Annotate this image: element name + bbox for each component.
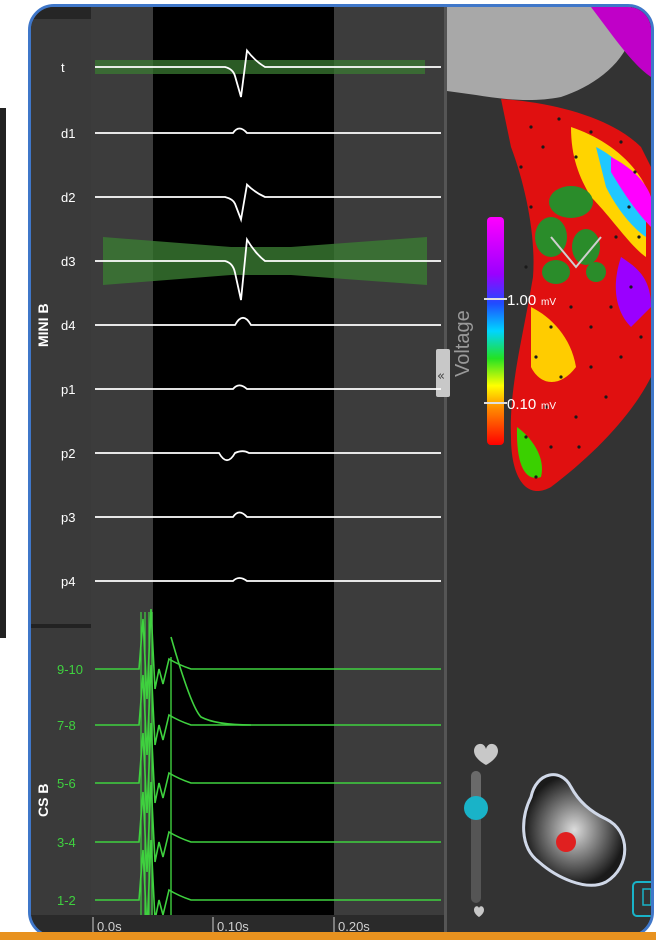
legend-min-label: 0.10 xyxy=(507,396,536,413)
trace-highlight xyxy=(95,60,425,74)
catheter-shaft xyxy=(550,236,602,269)
mini-trace xyxy=(95,316,441,326)
channel-label: 1-2 xyxy=(57,893,76,908)
cs-trace xyxy=(95,664,441,756)
mini-trace xyxy=(95,450,441,462)
zoom-slider-thumb[interactable] xyxy=(464,796,488,820)
app-window: Voltage 1.00 mV 0.10 mV « INFSUPRI td1d2… xyxy=(28,4,654,938)
channel-label: d4 xyxy=(61,318,75,333)
orange-bottom-bar xyxy=(0,932,656,940)
axis-tick-label: 0.0s xyxy=(97,919,122,934)
legend-title: Voltage xyxy=(452,310,474,377)
map-points xyxy=(519,117,643,479)
ecg-panel: Voltage 1.00 mV 0.10 mV « INFSUPRI td1d2… xyxy=(31,7,651,935)
channel-label: 3-4 xyxy=(57,835,76,850)
cs-trace xyxy=(170,636,252,726)
mini-b-channels: t d1 d2 d3 d4 p1 p2 p3 p4 xyxy=(61,48,441,589)
channel-label: p4 xyxy=(61,574,75,589)
map-magenta-zone xyxy=(611,157,651,227)
legend-min-unit: mV xyxy=(541,401,556,412)
left-edge-bar xyxy=(0,108,6,638)
channel-label: p1 xyxy=(61,382,75,397)
box-icon[interactable] xyxy=(632,881,651,917)
thumbnail-marker xyxy=(556,832,576,852)
label-column-top xyxy=(31,7,91,19)
channel-label: 7-8 xyxy=(57,718,76,733)
legend-max-unit: mV xyxy=(541,297,556,308)
pre-window-area xyxy=(91,7,153,915)
axis-tick-label: 0.20s xyxy=(338,919,370,934)
analysis-window xyxy=(153,7,334,935)
catheter-electrodes xyxy=(535,186,606,284)
group-label-cs-b: CS B xyxy=(35,784,51,817)
heart-icon xyxy=(474,743,498,765)
channel-label: d1 xyxy=(61,126,75,141)
map-cyan-zone xyxy=(596,147,646,237)
panel-splitter[interactable] xyxy=(444,7,447,935)
mini-trace xyxy=(95,236,441,301)
group-label-mini-b: MINI B xyxy=(35,303,51,347)
magenta-surface xyxy=(591,7,651,77)
voltage-legend: Voltage 1.00 mV 0.10 mV xyxy=(452,217,556,445)
pacing-spikes xyxy=(140,612,153,935)
mini-trace xyxy=(95,384,441,390)
map-green-zone xyxy=(516,427,542,478)
time-axis: 0.0s 0.10s 0.20s xyxy=(31,915,444,935)
double-chevron-left-icon: « xyxy=(437,369,445,384)
gray-anatomy-surface xyxy=(447,7,631,101)
mini-trace xyxy=(95,48,441,98)
cs-trace xyxy=(95,781,441,873)
map-purple-zone xyxy=(615,257,651,327)
cs-trace xyxy=(95,608,441,700)
post-window-area xyxy=(334,7,444,915)
channel-label: 5-6 xyxy=(57,776,76,791)
channel-label: p3 xyxy=(61,510,75,525)
mini-trace xyxy=(95,577,441,582)
axis-tick-label: 0.10s xyxy=(217,919,249,934)
axis-bg xyxy=(31,915,444,935)
collapse-panel-button[interactable]: « xyxy=(436,349,450,397)
label-column xyxy=(31,7,91,935)
channel-label: t xyxy=(61,60,65,75)
channel-label: d2 xyxy=(61,190,75,205)
color-scale-bar xyxy=(487,217,504,445)
thumbnail-heart xyxy=(522,773,627,887)
mini-trace xyxy=(95,511,441,518)
mini-trace xyxy=(95,182,441,223)
channel-label: p2 xyxy=(61,446,75,461)
map-yellow-zone-2 xyxy=(531,307,576,382)
channel-label: d3 xyxy=(61,254,75,269)
small-heart-icon xyxy=(474,906,484,917)
map-view[interactable] xyxy=(447,7,651,935)
orientation-heart-thumbnail[interactable] xyxy=(522,773,627,887)
map-yellow-zone xyxy=(571,127,646,257)
legend-max-label: 1.00 xyxy=(507,292,536,309)
zoom-slider-fill xyxy=(471,771,481,804)
channel-label: 9-10 xyxy=(57,662,83,677)
cs-trace xyxy=(95,722,441,814)
mini-trace xyxy=(95,127,441,134)
group-divider xyxy=(31,624,91,628)
